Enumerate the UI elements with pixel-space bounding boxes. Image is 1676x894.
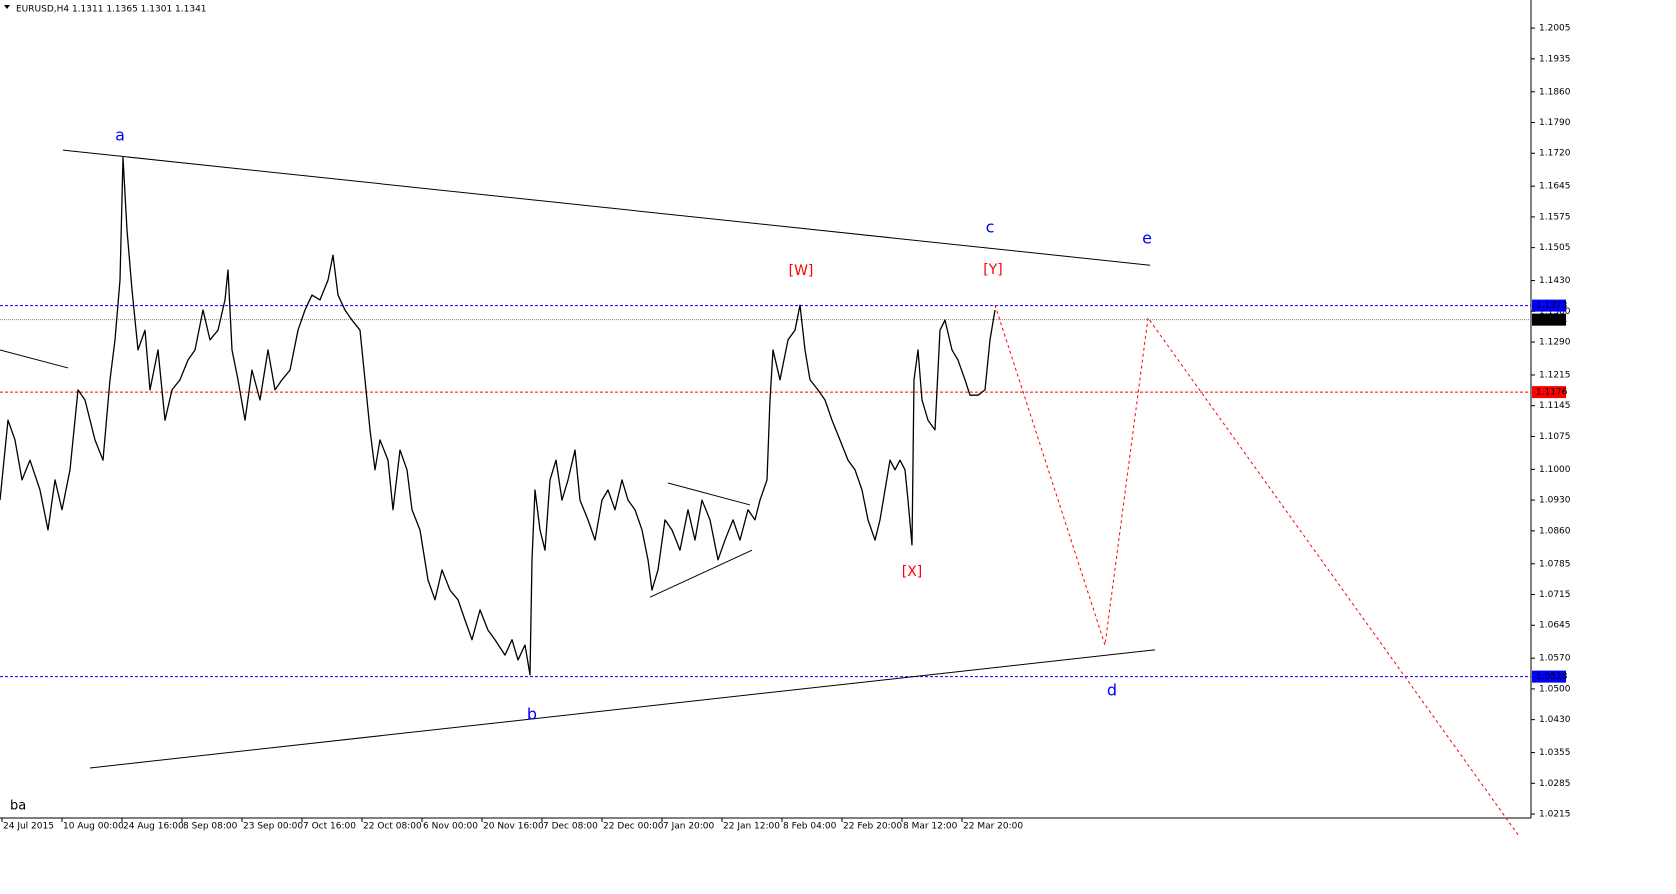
y-tick-label: 1.0355 bbox=[1539, 748, 1571, 758]
wave-label: [Y] bbox=[983, 262, 1002, 278]
y-tick-label: 1.1575 bbox=[1539, 212, 1571, 222]
x-tick-label: 7 Oct 16:00 bbox=[303, 822, 356, 832]
y-tick-label: 1.1215 bbox=[1539, 370, 1571, 380]
x-tick-label: 22 Dec 00:00 bbox=[603, 822, 664, 832]
y-tick-label: 1.0215 bbox=[1539, 810, 1571, 820]
x-tick-label: 20 Nov 16:00 bbox=[483, 822, 544, 832]
wave-label: [W] bbox=[789, 263, 814, 279]
wave-label: a bbox=[115, 126, 125, 145]
x-tick-label: 22 Oct 08:00 bbox=[363, 822, 422, 832]
x-tick-label: 6 Nov 00:00 bbox=[423, 822, 478, 832]
price-box-label: 1.1373 bbox=[1536, 301, 1568, 311]
wave-label: e bbox=[1142, 229, 1152, 248]
y-tick-label: 1.1935 bbox=[1539, 54, 1571, 64]
y-tick-label: 1.1145 bbox=[1539, 401, 1571, 411]
price-box-label: 1.1176 bbox=[1536, 388, 1568, 398]
y-tick-label: 1.1505 bbox=[1539, 243, 1571, 253]
trend-line bbox=[89, 649, 1156, 769]
x-tick-label: 24 Aug 16:00 bbox=[123, 822, 184, 832]
y-tick-label: 1.2005 bbox=[1539, 24, 1571, 34]
x-tick-label: 24 Jul 2015 bbox=[3, 822, 54, 832]
price-box bbox=[1532, 313, 1566, 326]
x-tick-label: 8 Mar 12:00 bbox=[903, 822, 958, 832]
x-tick-label: 22 Jan 12:00 bbox=[723, 822, 780, 832]
y-tick-label: 1.1075 bbox=[1539, 432, 1571, 442]
y-tick-label: 1.0860 bbox=[1539, 526, 1571, 536]
y-tick-label: 1.1860 bbox=[1539, 87, 1571, 97]
wave-label: c bbox=[986, 218, 995, 237]
y-tick-label: 1.1000 bbox=[1539, 465, 1571, 475]
x-tick-label: 23 Sep 00:00 bbox=[243, 822, 303, 832]
y-tick-label: 1.0715 bbox=[1539, 590, 1571, 600]
wave-label: [X] bbox=[902, 564, 923, 580]
y-tick-label: 1.1790 bbox=[1539, 118, 1571, 128]
menu-arrow bbox=[4, 5, 10, 9]
projection-line bbox=[994, 305, 1519, 835]
y-tick-label: 1.0500 bbox=[1539, 684, 1571, 694]
wave-label: d bbox=[1107, 681, 1117, 700]
x-tick-label: 10 Aug 00:00 bbox=[63, 822, 124, 832]
x-tick-label: 22 Mar 20:00 bbox=[963, 822, 1023, 832]
price-line bbox=[0, 156, 996, 676]
price-box-label: 1.0528 bbox=[1536, 672, 1568, 682]
y-tick-label: 1.1290 bbox=[1539, 338, 1571, 348]
trend-line bbox=[649, 549, 753, 598]
x-tick-label: 7 Jan 20:00 bbox=[663, 822, 715, 832]
price-box bbox=[1532, 670, 1566, 683]
y-tick-label: 1.0785 bbox=[1539, 559, 1571, 569]
price-box-label: 1.1341 bbox=[1536, 315, 1568, 325]
y-tick-label: 1.1360 bbox=[1539, 307, 1571, 317]
x-tick-label: 7 Dec 08:00 bbox=[543, 822, 598, 832]
corner-label: ba bbox=[10, 799, 26, 814]
y-tick-label: 1.0570 bbox=[1539, 654, 1571, 664]
price-box bbox=[1532, 299, 1566, 312]
trend-line bbox=[667, 482, 751, 506]
y-tick-label: 1.1645 bbox=[1539, 182, 1571, 192]
y-tick-label: 1.0285 bbox=[1539, 779, 1571, 789]
trend-line bbox=[0, 349, 69, 369]
y-tick-label: 1.0430 bbox=[1539, 715, 1571, 725]
y-tick-label: 1.1430 bbox=[1539, 276, 1571, 286]
x-tick-label: 8 Feb 04:00 bbox=[783, 822, 837, 832]
y-tick-label: 1.0930 bbox=[1539, 496, 1571, 506]
x-tick-label: 8 Sep 08:00 bbox=[183, 822, 238, 832]
trend-line bbox=[62, 149, 1151, 266]
chart-title: EURUSD,H4 1.1311 1.1365 1.1301 1.1341 bbox=[16, 5, 207, 15]
price-box bbox=[1532, 386, 1566, 399]
wave-label: b bbox=[527, 705, 537, 724]
x-tick-label: 22 Feb 20:00 bbox=[843, 822, 902, 832]
y-tick-label: 1.0645 bbox=[1539, 621, 1571, 631]
y-tick-label: 1.1720 bbox=[1539, 149, 1571, 159]
